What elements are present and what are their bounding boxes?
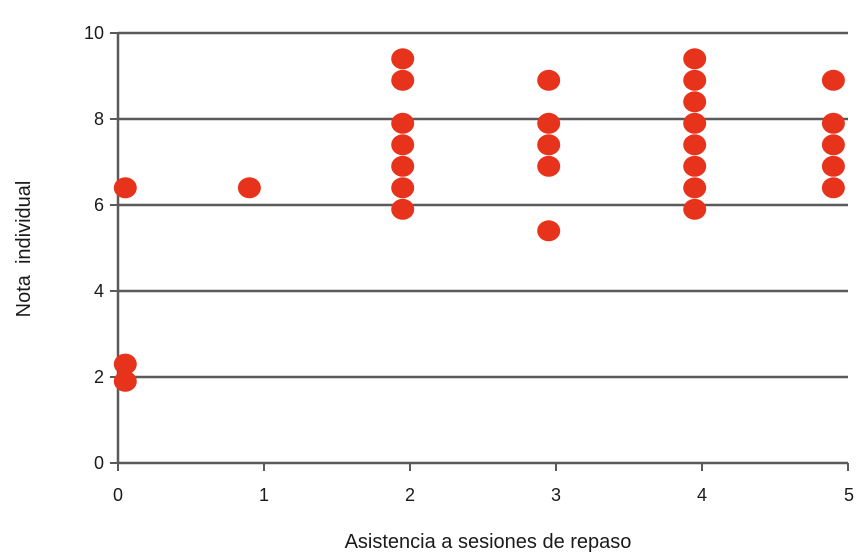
- data-point: [683, 112, 707, 134]
- data-point: [391, 48, 415, 70]
- data-point: [391, 177, 415, 199]
- data-point: [683, 177, 707, 199]
- y-tick-label-4: 4: [94, 281, 104, 301]
- data-point: [391, 112, 415, 134]
- data-point: [113, 177, 137, 199]
- data-point: [113, 353, 137, 375]
- data-point: [683, 155, 707, 177]
- data-point: [683, 48, 707, 70]
- x-tick-label-4: 4: [697, 485, 707, 505]
- y-tick-labels: 0 2 4 6 8 10: [84, 23, 104, 473]
- data-point: [237, 177, 261, 199]
- x-axis-title: Asistencia a sesiones de repaso: [345, 531, 632, 553]
- data-point: [821, 69, 845, 91]
- y-tick-label-2: 2: [94, 367, 104, 387]
- gridlines: [118, 31, 848, 379]
- data-point: [391, 155, 415, 177]
- data-point: [821, 112, 845, 134]
- data-point: [537, 112, 561, 134]
- y-tick-label-6: 6: [94, 195, 104, 215]
- data-point: [391, 198, 415, 220]
- data-point: [391, 69, 415, 91]
- data-point: [537, 155, 561, 177]
- data-point: [537, 220, 561, 242]
- y-axis-title: Nota individual: [13, 181, 35, 318]
- x-tick-labels: 0 1 2 3 4 5: [113, 485, 854, 505]
- x-tick-label-1: 1: [259, 485, 269, 505]
- data-point: [821, 155, 845, 177]
- data-points: [113, 48, 845, 392]
- data-point: [537, 134, 561, 156]
- x-tick-label-0: 0: [113, 485, 123, 505]
- data-point: [683, 134, 707, 156]
- y-tick-label-10: 10: [84, 23, 104, 43]
- x-tick-label-3: 3: [551, 485, 561, 505]
- data-point: [537, 69, 561, 91]
- data-point: [391, 134, 415, 156]
- x-tick-label-2: 2: [405, 485, 415, 505]
- data-point: [683, 69, 707, 91]
- data-point: [683, 198, 707, 220]
- x-tick-label-5: 5: [844, 485, 854, 505]
- data-point: [113, 370, 137, 392]
- y-tick-label-8: 8: [94, 109, 104, 129]
- data-point: [821, 177, 845, 199]
- data-point: [821, 134, 845, 156]
- data-point: [683, 91, 707, 113]
- axes: [110, 32, 849, 471]
- y-tick-label-0: 0: [94, 453, 104, 473]
